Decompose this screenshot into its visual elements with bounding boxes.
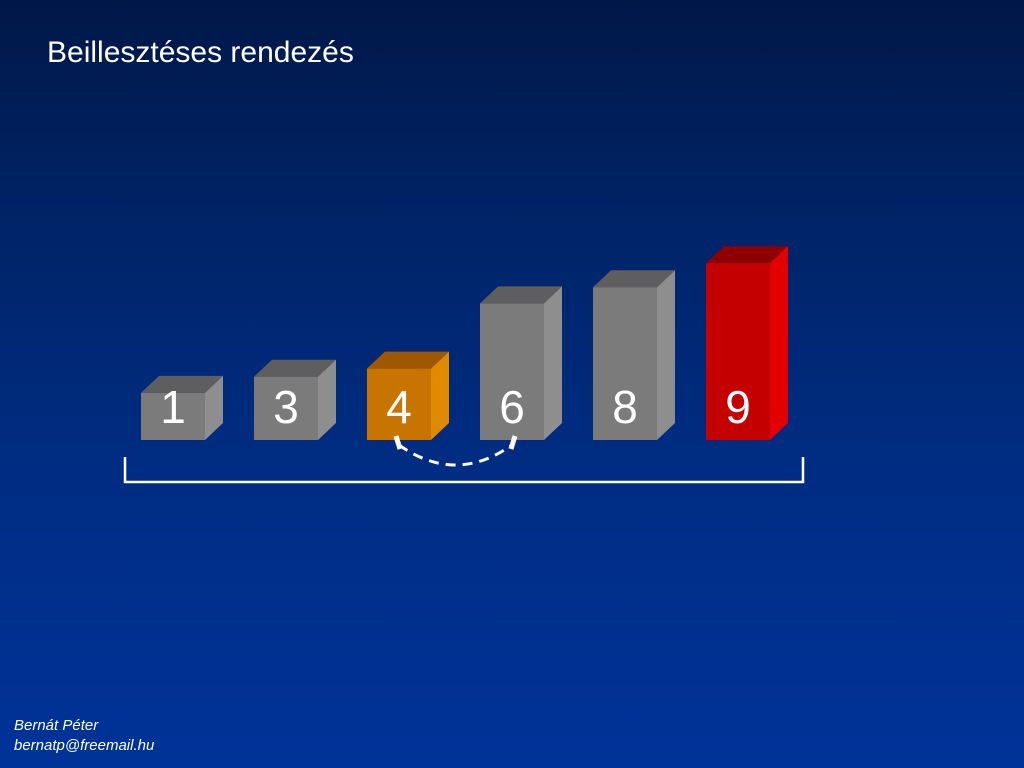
bar-side-face [770, 246, 788, 440]
bar-1: 1 [141, 375, 223, 440]
bars-group: 1 3 4 6 8 9 [141, 246, 788, 440]
bar-side-face [657, 270, 675, 440]
bar-top-face [480, 286, 562, 304]
footer-author: Bernát Péter [14, 717, 99, 734]
bar-front-face [254, 376, 318, 440]
swap-arrow-end-right [508, 435, 518, 450]
footer: Bernát Péter bernatp@freemail.hu [14, 716, 154, 756]
bar-top-face [254, 359, 336, 377]
bar-label: 8 [612, 381, 638, 433]
bar-label: 1 [160, 381, 186, 433]
bar-side-face [431, 351, 449, 440]
bar-top-face [367, 351, 449, 369]
bar-front-face [593, 287, 657, 440]
bar-label: 4 [386, 381, 412, 433]
slide-title: Beillesztéses rendezés [47, 36, 354, 69]
swap-arrow-end-left [393, 435, 403, 450]
bar-front-face [141, 392, 205, 440]
footer-email: bernatp@freemail.hu [14, 737, 155, 754]
bar-front-face [367, 368, 431, 440]
bar-8: 8 [593, 270, 675, 440]
bar-side-face [205, 375, 223, 440]
bar-9: 9 [706, 246, 788, 440]
bar-top-face [141, 375, 223, 393]
bar-side-face [544, 286, 562, 440]
array-bracket [123, 457, 805, 484]
bar-4: 4 [367, 351, 449, 440]
bar-front-face [706, 263, 770, 440]
swap-arrow [398, 443, 513, 467]
bar-label: 6 [499, 381, 525, 433]
bar-side-face [318, 359, 336, 440]
bar-3: 3 [254, 359, 336, 440]
bar-front-face [480, 303, 544, 440]
bar-label: 9 [725, 381, 751, 433]
bar-top-face [593, 270, 675, 288]
bar-top-face [706, 246, 788, 264]
bar-6: 6 [480, 286, 562, 440]
bar-label: 3 [273, 381, 299, 433]
